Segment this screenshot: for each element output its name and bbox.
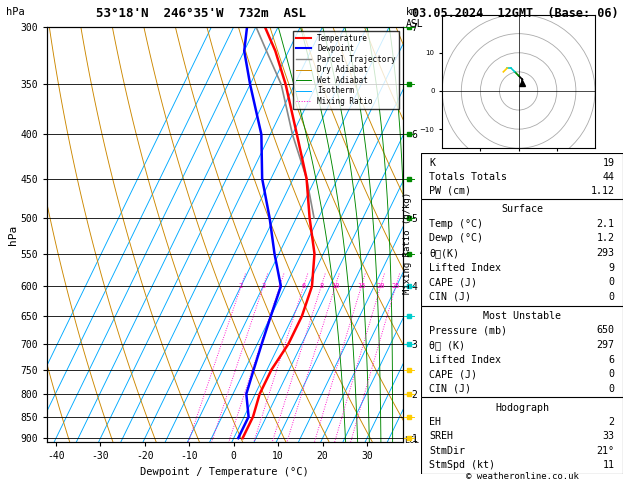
Text: 0: 0 xyxy=(609,369,615,379)
Text: 3: 3 xyxy=(261,283,265,289)
Text: CAPE (J): CAPE (J) xyxy=(430,369,477,379)
Text: 33: 33 xyxy=(603,432,615,441)
Text: CAPE (J): CAPE (J) xyxy=(430,278,477,287)
Text: km
ASL: km ASL xyxy=(406,7,423,29)
Y-axis label: hPa: hPa xyxy=(8,225,18,244)
Text: 19: 19 xyxy=(603,158,615,168)
Text: Lifted Index: Lifted Index xyxy=(430,262,501,273)
Text: 2: 2 xyxy=(609,417,615,427)
Text: 1.2: 1.2 xyxy=(597,233,615,243)
Text: 293: 293 xyxy=(597,248,615,258)
Text: CIN (J): CIN (J) xyxy=(430,292,472,302)
Text: 53°18'N  246°35'W  732m  ASL: 53°18'N 246°35'W 732m ASL xyxy=(96,7,306,20)
Text: Most Unstable: Most Unstable xyxy=(483,311,561,321)
Text: θᴄ (K): θᴄ (K) xyxy=(430,340,465,350)
Text: 44: 44 xyxy=(603,172,615,182)
Text: Totals Totals: Totals Totals xyxy=(430,172,508,182)
Text: Dewp (°C): Dewp (°C) xyxy=(430,233,484,243)
Text: Temp (°C): Temp (°C) xyxy=(430,219,484,229)
Text: LCL: LCL xyxy=(404,435,419,445)
X-axis label: Dewpoint / Temperature (°C): Dewpoint / Temperature (°C) xyxy=(140,467,309,477)
Text: 21°: 21° xyxy=(597,446,615,456)
Text: SREH: SREH xyxy=(430,432,454,441)
Text: Pressure (mb): Pressure (mb) xyxy=(430,326,508,335)
Y-axis label: km
ASL: km ASL xyxy=(420,235,437,256)
Text: 650: 650 xyxy=(597,326,615,335)
Text: PW (cm): PW (cm) xyxy=(430,186,472,196)
Text: 297: 297 xyxy=(597,340,615,350)
Text: StmSpd (kt): StmSpd (kt) xyxy=(430,460,496,470)
X-axis label: kt: kt xyxy=(514,163,523,172)
Legend: Temperature, Dewpoint, Parcel Trajectory, Dry Adiabat, Wet Adiabat, Isotherm, Mi: Temperature, Dewpoint, Parcel Trajectory… xyxy=(292,31,399,109)
Text: Surface: Surface xyxy=(501,204,543,214)
Text: CIN (J): CIN (J) xyxy=(430,383,472,394)
Text: 8: 8 xyxy=(319,283,323,289)
Text: 0: 0 xyxy=(609,383,615,394)
Text: θᴄ(K): θᴄ(K) xyxy=(430,248,459,258)
Text: 20: 20 xyxy=(376,283,385,289)
Text: EH: EH xyxy=(430,417,442,427)
Text: hPa: hPa xyxy=(6,7,25,17)
Text: 0: 0 xyxy=(609,278,615,287)
Text: Lifted Index: Lifted Index xyxy=(430,355,501,364)
Text: 2.1: 2.1 xyxy=(597,219,615,229)
Text: 2: 2 xyxy=(239,283,243,289)
Text: Mixing Ratio (g/kg): Mixing Ratio (g/kg) xyxy=(403,192,412,294)
Text: 9: 9 xyxy=(609,262,615,273)
Text: 10: 10 xyxy=(331,283,340,289)
Text: © weatheronline.co.uk: © weatheronline.co.uk xyxy=(465,472,579,481)
Text: 1.12: 1.12 xyxy=(591,186,615,196)
Text: 4: 4 xyxy=(277,283,282,289)
Text: StmDir: StmDir xyxy=(430,446,465,456)
Text: 0: 0 xyxy=(609,292,615,302)
Text: 03.05.2024  12GMT  (Base: 06): 03.05.2024 12GMT (Base: 06) xyxy=(413,7,619,20)
Text: 6: 6 xyxy=(301,283,306,289)
Text: 6: 6 xyxy=(609,355,615,364)
Text: K: K xyxy=(430,158,435,168)
Text: 11: 11 xyxy=(603,460,615,470)
Text: 15: 15 xyxy=(357,283,365,289)
Text: 25: 25 xyxy=(392,283,400,289)
Text: Hodograph: Hodograph xyxy=(495,402,549,413)
